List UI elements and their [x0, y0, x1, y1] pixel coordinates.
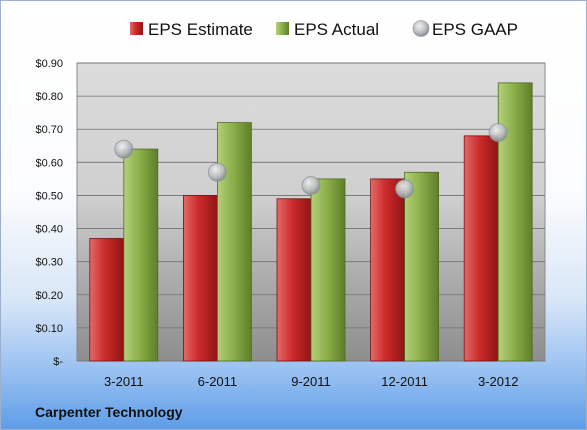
y-tick-label: $0.60 [35, 157, 63, 169]
marker-eps-gaap [488, 123, 508, 142]
bar-eps-estimate [182, 195, 218, 362]
legend-label: EPS GAAP [432, 20, 518, 39]
bar-eps-estimate [89, 238, 125, 362]
plot-area: $- $0.10 $0.20 $0.30 $0.40 $0.50 $0.60 $0.70 $0.… [35, 58, 546, 389]
bar-eps-actual [497, 82, 533, 362]
x-tick-label: 3-2012 [478, 374, 518, 389]
bar-eps-estimate [370, 178, 406, 362]
y-tick-label: $0.90 [35, 58, 63, 70]
legend-swatch [412, 20, 430, 37]
y-tick-label: $- [53, 356, 63, 368]
y-tick-label: $0.20 [35, 290, 63, 302]
bar-eps-actual [216, 122, 252, 362]
x-tick-label: 6-2011 [198, 374, 238, 389]
legend-swatch [276, 22, 289, 35]
company-label: Carpenter Technology [35, 404, 183, 420]
x-tick-label: 12-2011 [381, 374, 428, 389]
x-tick-label: 9-2011 [291, 374, 331, 389]
y-tick-label: $0.70 [35, 124, 63, 136]
x-tick-label: 3-2011 [104, 374, 144, 389]
bar-eps-actual [404, 171, 440, 362]
y-tick-label: $0.50 [35, 190, 63, 202]
marker-eps-gaap [207, 162, 227, 182]
marker-eps-gaap [301, 176, 321, 195]
bar-eps-estimate [463, 135, 499, 362]
y-tick-label: $0.30 [35, 257, 63, 269]
y-tick-label: $0.40 [35, 224, 63, 236]
marker-eps-gaap [395, 179, 415, 199]
legend: EPS Estimate EPS Actual EPS GAAP [130, 20, 518, 39]
bar-eps-estimate [276, 198, 312, 362]
legend-label: EPS Estimate [148, 20, 253, 39]
marker-eps-gaap [114, 139, 134, 159]
legend-label: EPS Actual [294, 20, 379, 39]
bar-eps-actual [123, 148, 159, 362]
y-tick-label: $0.10 [35, 323, 63, 335]
y-tick-label: $0.80 [35, 91, 63, 103]
bar-eps-actual [310, 178, 346, 362]
legend-swatch [130, 22, 143, 35]
